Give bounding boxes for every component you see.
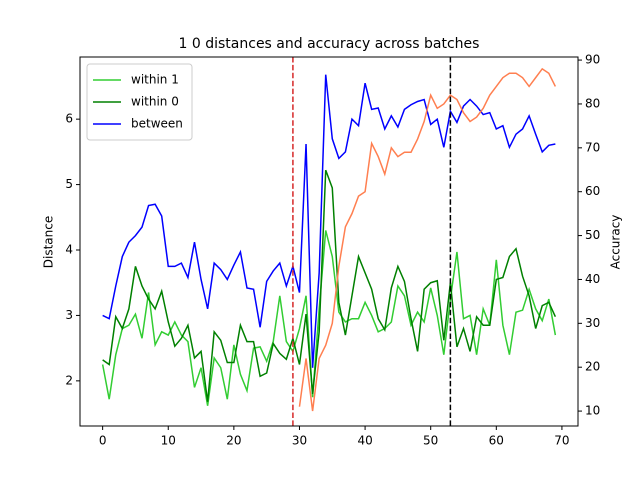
legend-box	[86, 63, 193, 141]
legend-label: between	[131, 117, 183, 131]
x-tick-label: 20	[226, 434, 241, 448]
x-tick-label: 60	[489, 434, 504, 448]
x-tick-label: 70	[554, 434, 569, 448]
y-axis-label: Distance	[42, 216, 56, 268]
x-tick-label: 40	[357, 434, 372, 448]
y-tick-label: 2	[65, 373, 73, 387]
y2-tick-label: 70	[585, 140, 600, 154]
chart-title: 1 0 distances and accuracy across batche…	[179, 36, 480, 52]
y-tick-label: 6	[65, 112, 73, 126]
y2-tick-label: 90	[585, 53, 600, 67]
y2-tick-label: 50	[585, 228, 600, 242]
legend-label: within 1	[131, 73, 179, 87]
y2-axis-label: Accuracy	[609, 215, 623, 270]
y-tick-label: 4	[65, 243, 73, 257]
series-line	[298, 67, 557, 412]
x-tick-label: 0	[99, 434, 107, 448]
x-tick-label: 30	[292, 434, 307, 448]
series-line	[102, 169, 557, 402]
y2-tick-label: 80	[585, 96, 600, 110]
y2-tick-label: 20	[585, 360, 600, 374]
series-line	[102, 74, 556, 368]
legend-label: within 0	[131, 95, 179, 109]
series-line	[101, 230, 557, 406]
plot-frame	[79, 56, 579, 427]
y2-tick-label: 40	[585, 272, 600, 286]
y2-tick-label: 30	[585, 316, 600, 330]
y2-tick-label: 10	[585, 404, 600, 418]
x-tick-label: 10	[161, 434, 176, 448]
y-tick-label: 5	[65, 177, 73, 191]
y-tick-label: 3	[65, 308, 73, 322]
x-tick-label: 50	[423, 434, 438, 448]
y2-tick-label: 60	[585, 184, 600, 198]
